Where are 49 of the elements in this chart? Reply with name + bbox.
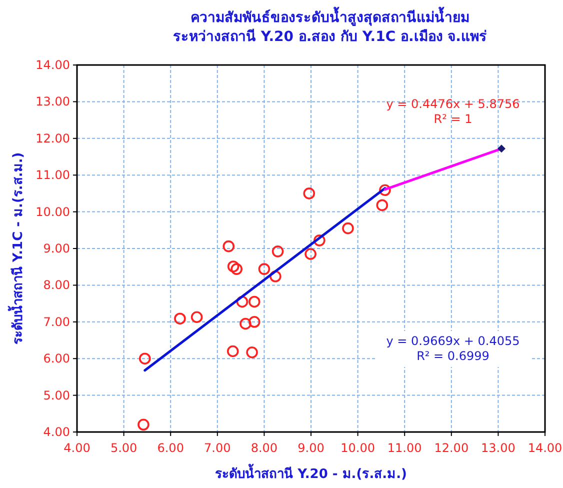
- x-tick-label: 10.00: [340, 441, 375, 455]
- point: [240, 318, 252, 330]
- point: [272, 246, 284, 258]
- chart-title: ความสัมพันธ์ของระดับน้ำสูงสุดสถานีแม่น้ำยม ระหว่างสถานี Y.20 อ.สอง กับ Y.1C อ.เมือง จ.แพร่: [173, 6, 487, 45]
- point: [246, 346, 258, 358]
- point: [230, 263, 242, 275]
- x-tick-label: 14.00: [528, 441, 562, 455]
- x-tick-label: 7.00: [204, 441, 231, 455]
- x-tick-label: 8.00: [250, 441, 278, 455]
- y-tick-label: 12.00: [36, 131, 70, 146]
- y-tick-label: 9.00: [43, 242, 70, 256]
- point: [236, 296, 248, 308]
- point: [376, 199, 388, 212]
- point: [190, 311, 203, 324]
- x-tick-label: 12.00: [434, 441, 469, 455]
- y-tick-label: 5.00: [43, 388, 70, 402]
- point: [258, 263, 270, 275]
- x-tick-label: 4.00: [64, 441, 90, 455]
- y-tick-label: 7.00: [43, 314, 70, 329]
- point: [227, 260, 240, 272]
- point: [138, 352, 151, 364]
- x-tick-label: 13.00: [481, 441, 516, 455]
- point: [304, 248, 316, 260]
- y-tick-label: 10.00: [36, 204, 70, 219]
- point: [314, 234, 326, 246]
- point: [222, 240, 235, 252]
- point: [138, 418, 150, 431]
- point: [497, 144, 506, 153]
- y-axis-title: ระดับน้ำสถานี Y.1C - ม.(ร.ส.ม.): [7, 152, 26, 345]
- point: [342, 222, 354, 234]
- y-tick-label: 14.00: [36, 58, 70, 72]
- x-tick-label: 5.00: [110, 441, 138, 455]
- point: [248, 316, 260, 328]
- annotation: y = 0.9669x + 0.4055 R² = 0.6999: [386, 334, 520, 363]
- point: [270, 270, 282, 282]
- point: [248, 296, 260, 308]
- x-axis-title: ระดับน้ำสถานี Y.20 - ม.(ร.ส.ม.): [215, 463, 407, 482]
- point: [174, 312, 186, 324]
- x-tick-label: 11.00: [387, 441, 422, 455]
- x-tick-label: 6.00: [157, 441, 184, 455]
- x-tick-label: 9.00: [298, 441, 324, 455]
- y-tick-label: 6.00: [43, 352, 70, 366]
- y-tick-label: 11.00: [36, 168, 70, 182]
- y-tick-label: 4.00: [43, 425, 70, 439]
- point: [226, 345, 239, 358]
- y-tick-label: 13.00: [36, 94, 70, 109]
- point: [303, 188, 316, 200]
- point: [379, 184, 391, 196]
- y-tick-label: 8.00: [43, 278, 70, 292]
